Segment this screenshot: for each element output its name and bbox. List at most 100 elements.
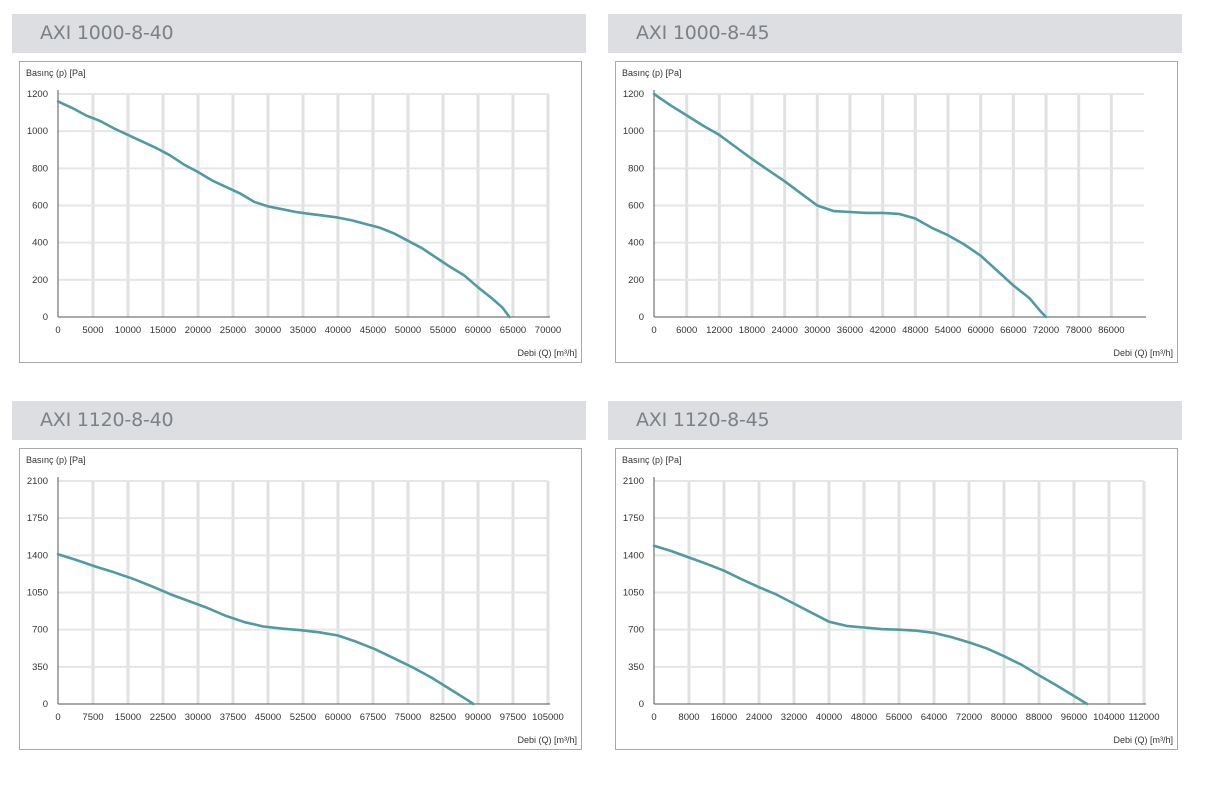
x-tick-label: 72000 — [1033, 325, 1059, 336]
x-tick-label: 64000 — [921, 712, 947, 723]
performance-curve-line — [652, 92, 1048, 319]
y-tick-label: 200 — [32, 275, 48, 286]
x-tick-label: 8000 — [678, 712, 699, 723]
x-tick-label: 45000 — [360, 325, 386, 336]
y-tick-label: 400 — [32, 238, 48, 249]
performance-curve-line — [652, 544, 1089, 706]
chart-header: AXI 1000-8-45 — [608, 14, 1182, 53]
x-tick-label: 88000 — [1026, 712, 1052, 723]
chart-panel-1: AXI 1000-8-40 0 5000 10000 15000 20000 25000 3… — [12, 14, 586, 363]
chart-header: AXI 1120-8-45 — [608, 401, 1182, 440]
x-tick-label: 60000 — [967, 325, 993, 336]
x-tick-label: 32000 — [781, 712, 807, 723]
x-tick-label: 6000 — [676, 325, 697, 336]
chart-svg: 0 6000 12000 18000 24000 30000 36000 42000 48000… — [622, 68, 1173, 358]
x-tick-label: 24000 — [771, 325, 797, 336]
x-tick-label: 36000 — [837, 325, 863, 336]
x-tick-label: 0 — [651, 325, 656, 336]
chart-frame: 0 5000 10000 15000 20000 25000 30000 35000 40000… — [19, 61, 582, 363]
x-tick-label: 60000 — [465, 325, 491, 336]
x-tick-label: 72000 — [956, 712, 982, 723]
chart-frame: 0 7500 15000 22500 30000 37500 45000 52500 60000… — [19, 448, 582, 750]
x-tick-label: 25000 — [220, 325, 246, 336]
chart-panel-3: AXI 1120-8-40 0 7500 15000 22500 30000 37500 4… — [12, 401, 586, 750]
x-tick-label: 66000 — [1000, 325, 1026, 336]
y-tick-label: 1000 — [623, 126, 644, 137]
x-tick-label: 55000 — [430, 325, 456, 336]
x-tick-label: 42000 — [869, 325, 895, 336]
y-tick-label: 800 — [32, 163, 48, 174]
y-tick-label: 600 — [32, 201, 48, 212]
x-tick-label: 35000 — [290, 325, 316, 336]
y-tick-label: 1200 — [27, 89, 48, 100]
x-tick-label: 0 — [55, 712, 60, 723]
y-tick-label: 1000 — [27, 126, 48, 137]
x-tick-label: 105000 — [532, 712, 564, 723]
y-tick-label: 1050 — [27, 588, 48, 599]
x-tick-label: 0 — [651, 712, 656, 723]
y-tick-label: 1400 — [623, 550, 644, 561]
x-tick-label: 18000 — [739, 325, 765, 336]
performance-curve-line — [56, 553, 475, 706]
x-tick-label: 48000 — [902, 325, 928, 336]
x-axis-label: Debi (Q) [m³/h] — [517, 735, 577, 745]
x-tick-label: 24000 — [746, 712, 772, 723]
y-tick-label: 350 — [628, 662, 644, 673]
x-tick-label: 104000 — [1093, 712, 1125, 723]
y-tick-label: 2100 — [623, 476, 644, 487]
chart-frame: 0 8000 16000 24000 32000 40000 48000 56000 64000… — [615, 448, 1178, 750]
performance-curve-line — [56, 100, 511, 319]
y-tick-label: 600 — [628, 201, 644, 212]
y-tick-label: 1050 — [623, 588, 644, 599]
chart-title: AXI 1120-8-40 — [40, 409, 174, 431]
y-axis-label: Basınç (p) [Pa] — [26, 68, 86, 78]
x-tick-label: 86000 — [1098, 325, 1124, 336]
chart-title: AXI 1120-8-45 — [636, 409, 770, 431]
x-tick-label: 80000 — [991, 712, 1017, 723]
x-axis-label: Debi (Q) [m³/h] — [1113, 735, 1173, 745]
x-tick-label: 52500 — [290, 712, 316, 723]
x-tick-label: 15000 — [150, 325, 176, 336]
x-tick-label: 96000 — [1061, 712, 1087, 723]
y-tick-label: 0 — [639, 699, 644, 710]
x-tick-label: 48000 — [851, 712, 877, 723]
x-tick-label: 82500 — [430, 712, 456, 723]
y-tick-label: 400 — [628, 238, 644, 249]
x-tick-label: 45000 — [255, 712, 281, 723]
x-tick-label: 30000 — [255, 325, 281, 336]
x-tick-label: 90000 — [465, 712, 491, 723]
chart-svg: 0 5000 10000 15000 20000 25000 30000 35000 40000… — [26, 68, 577, 358]
y-tick-label: 350 — [32, 662, 48, 673]
chart-header: AXI 1120-8-40 — [12, 401, 586, 440]
x-tick-label: 112000 — [1129, 712, 1160, 723]
y-tick-label: 0 — [639, 312, 644, 323]
x-tick-label: 78000 — [1065, 325, 1091, 336]
y-tick-label: 1750 — [623, 513, 644, 524]
chart-title: AXI 1000-8-45 — [636, 22, 770, 44]
x-tick-label: 7500 — [82, 712, 103, 723]
x-tick-label: 12000 — [706, 325, 732, 336]
chart-svg: 0 7500 15000 22500 30000 37500 45000 52500 60000… — [26, 455, 577, 745]
y-tick-label: 200 — [628, 275, 644, 286]
x-tick-label: 67500 — [360, 712, 386, 723]
y-tick-label: 2100 — [27, 476, 48, 487]
x-tick-label: 5000 — [82, 325, 103, 336]
y-tick-label: 700 — [628, 625, 644, 636]
y-axis-label: Basınç (p) [Pa] — [622, 455, 682, 465]
x-axis-label: Debi (Q) [m³/h] — [517, 348, 577, 358]
x-axis-label: Debi (Q) [m³/h] — [1113, 348, 1173, 358]
x-tick-label: 37500 — [220, 712, 246, 723]
y-tick-label: 0 — [43, 312, 48, 323]
chart-header: AXI 1000-8-40 — [12, 14, 586, 53]
chart-svg: 0 8000 16000 24000 32000 40000 48000 56000 64000… — [622, 455, 1173, 745]
y-tick-label: 1400 — [27, 550, 48, 561]
x-tick-label: 70000 — [535, 325, 561, 336]
x-tick-label: 30000 — [804, 325, 830, 336]
y-tick-label: 1750 — [27, 513, 48, 524]
y-tick-label: 1200 — [623, 89, 644, 100]
y-tick-label: 0 — [43, 699, 48, 710]
x-tick-label: 60000 — [325, 712, 351, 723]
x-tick-label: 30000 — [185, 712, 211, 723]
y-tick-label: 700 — [32, 625, 48, 636]
x-tick-label: 0 — [55, 325, 60, 336]
